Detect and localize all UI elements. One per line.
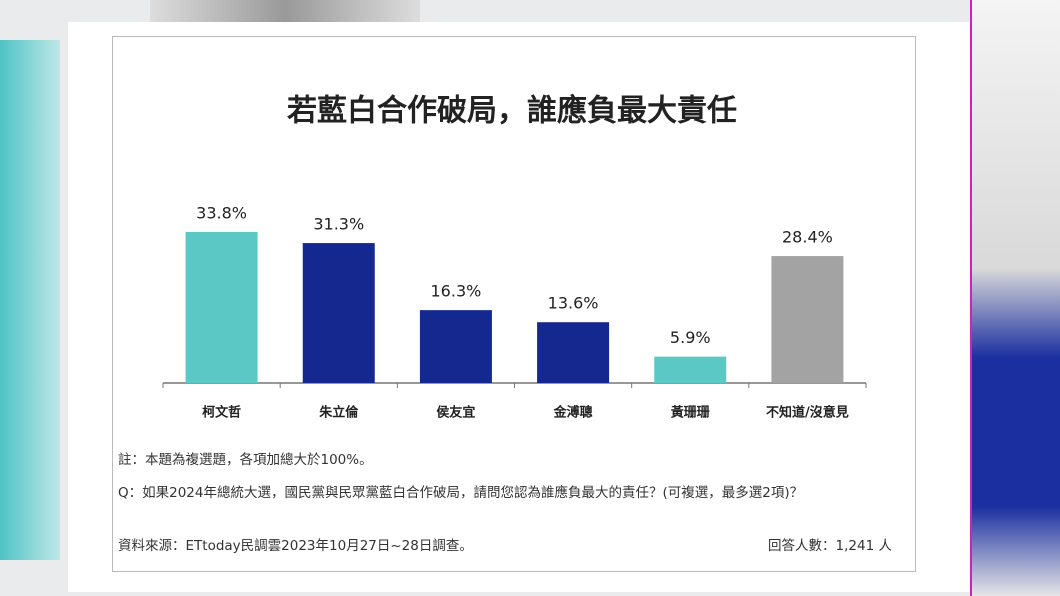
bar bbox=[419, 310, 492, 383]
value-label: 31.3% bbox=[313, 215, 364, 234]
top-blur bbox=[150, 0, 420, 22]
right-image bbox=[970, 0, 1060, 596]
x-tick-label: 朱立倫 bbox=[318, 405, 359, 421]
bar bbox=[771, 256, 844, 383]
bar bbox=[537, 322, 610, 383]
x-tick-label: 侯友宜 bbox=[436, 405, 475, 421]
left-strip bbox=[0, 40, 60, 560]
value-label: 33.8% bbox=[196, 203, 247, 222]
x-tick-label: 黃珊珊 bbox=[670, 405, 710, 421]
source: 資料來源：ETtoday民調雲2023年10月27日~28日調查。 bbox=[118, 538, 473, 554]
chart-title: 若藍白合作破局，誰應負最大責任 bbox=[287, 94, 737, 129]
value-label: 28.4% bbox=[782, 228, 833, 247]
note: 註：本題為複選題，各項加總大於100%。 bbox=[118, 452, 373, 468]
value-label: 16.3% bbox=[431, 282, 482, 301]
chart-frame bbox=[112, 36, 916, 572]
value-label: 13.6% bbox=[548, 294, 599, 313]
sample-size: 回答人數：1,241 人 bbox=[768, 538, 892, 554]
x-tick-label: 柯文哲 bbox=[202, 405, 241, 421]
bar bbox=[185, 231, 258, 383]
bar bbox=[654, 356, 727, 383]
x-tick-label: 金溥聰 bbox=[553, 405, 593, 421]
question: Q：如果2024年總統大選，國民黨與民眾黨藍白合作破局，請問您認為誰應負最大的責… bbox=[118, 485, 804, 501]
x-tick-label: 不知道/沒意見 bbox=[766, 405, 849, 421]
value-label: 5.9% bbox=[670, 328, 711, 347]
bar bbox=[302, 243, 375, 383]
